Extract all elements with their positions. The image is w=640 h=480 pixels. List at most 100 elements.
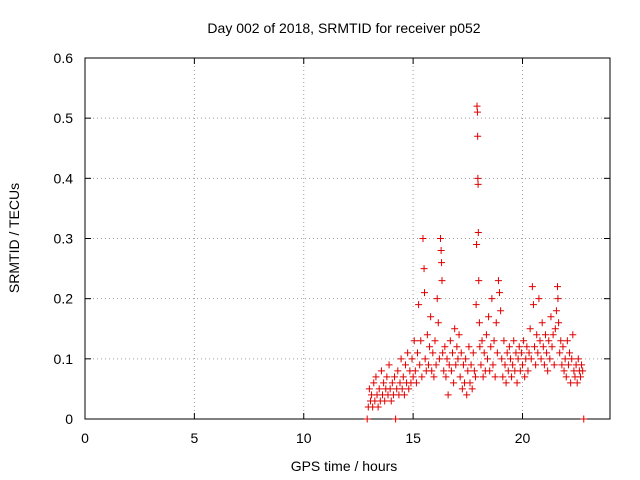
data-point: [480, 349, 488, 357]
data-point: [540, 361, 548, 369]
data-point: [424, 361, 432, 369]
data-point: [487, 343, 495, 351]
data-point: [444, 391, 452, 399]
data-point: [440, 367, 448, 375]
data-point: [458, 385, 466, 393]
data-point: [561, 355, 569, 363]
data-point: [370, 379, 378, 387]
data-point: [471, 373, 479, 381]
x-tick-label: 0: [81, 430, 89, 446]
data-point: [550, 361, 558, 369]
data-point: [397, 355, 405, 363]
data-point: [438, 259, 446, 267]
data-point: [417, 337, 425, 345]
data-point: [404, 349, 412, 357]
data-point: [493, 349, 501, 357]
data-point: [453, 343, 461, 351]
data-point: [566, 349, 574, 357]
data-point: [421, 355, 429, 363]
data-point: [372, 373, 380, 381]
data-point: [477, 361, 485, 369]
x-tick-labels: 0 5 10 15 20: [81, 430, 530, 446]
data-point: [398, 385, 406, 393]
data-point: [505, 343, 513, 351]
data-point: [558, 361, 566, 369]
plot-frame: [84, 57, 611, 420]
data-point: [401, 361, 409, 369]
data-point: [383, 373, 391, 381]
data-point: [559, 343, 567, 351]
data-point: [380, 379, 388, 387]
data-point: [557, 337, 565, 345]
x-axis-label: GPS time / hours: [291, 458, 398, 474]
data-point: [388, 379, 396, 387]
data-point: [420, 265, 428, 273]
data-point: [467, 361, 475, 369]
data-point: [474, 174, 482, 182]
data-point: [484, 355, 491, 363]
x-tick-label: 20: [515, 430, 531, 446]
data-point: [504, 367, 512, 375]
data-point: [494, 277, 502, 285]
data-point: [519, 361, 526, 369]
data-point: [541, 331, 549, 339]
data-point: [394, 367, 402, 375]
data-point: [423, 331, 431, 339]
data-point: [560, 367, 568, 375]
data-point: [392, 415, 400, 423]
data-point: [399, 373, 407, 381]
data-point: [449, 349, 456, 357]
data-point: [520, 337, 528, 345]
data-point: [375, 385, 383, 393]
data-point: [431, 337, 439, 345]
data-point: [473, 108, 481, 116]
data-point: [508, 373, 516, 381]
data-point: [554, 283, 561, 291]
data-point: [516, 367, 524, 375]
data-point: [464, 367, 472, 375]
y-tick-label: 0.4: [54, 170, 74, 186]
data-point: [568, 355, 576, 363]
data-point: [386, 385, 394, 393]
x-tick-label: 5: [190, 430, 198, 446]
grid-lines: [85, 58, 610, 419]
data-point: [446, 337, 454, 345]
data-point: [563, 337, 571, 345]
data-point: [524, 367, 532, 375]
data-point: [451, 325, 459, 333]
data-point: [562, 373, 570, 381]
data-point: [416, 361, 424, 369]
y-axis-label: SRMTID / TECUs: [6, 183, 22, 293]
data-point: [501, 361, 509, 369]
data-point: [457, 349, 465, 357]
data-point: [543, 349, 551, 357]
data-point: [377, 367, 385, 375]
data-point: [363, 415, 371, 423]
data-point: [459, 361, 467, 369]
data-point: [545, 337, 553, 345]
data-point: [485, 313, 493, 321]
data-point: [409, 373, 417, 381]
data-point: [503, 349, 511, 357]
data-points: [363, 102, 588, 423]
data-point: [412, 379, 420, 387]
data-point: [432, 361, 440, 369]
data-point: [531, 343, 539, 351]
data-point: [532, 361, 540, 369]
data-point: [515, 343, 523, 351]
data-point: [580, 415, 588, 423]
data-point: [414, 349, 421, 357]
data-point: [482, 331, 490, 339]
data-point: [535, 295, 543, 303]
data-point: [539, 343, 547, 351]
data-point: [473, 102, 481, 110]
y-tick-label: 0.6: [54, 50, 74, 66]
data-point: [408, 355, 416, 363]
data-point: [509, 361, 517, 369]
x-tick-label: 10: [296, 430, 312, 446]
data-point: [502, 379, 510, 387]
y-tick-label: 0.2: [54, 291, 74, 307]
data-point: [489, 361, 497, 369]
data-point: [574, 355, 582, 363]
